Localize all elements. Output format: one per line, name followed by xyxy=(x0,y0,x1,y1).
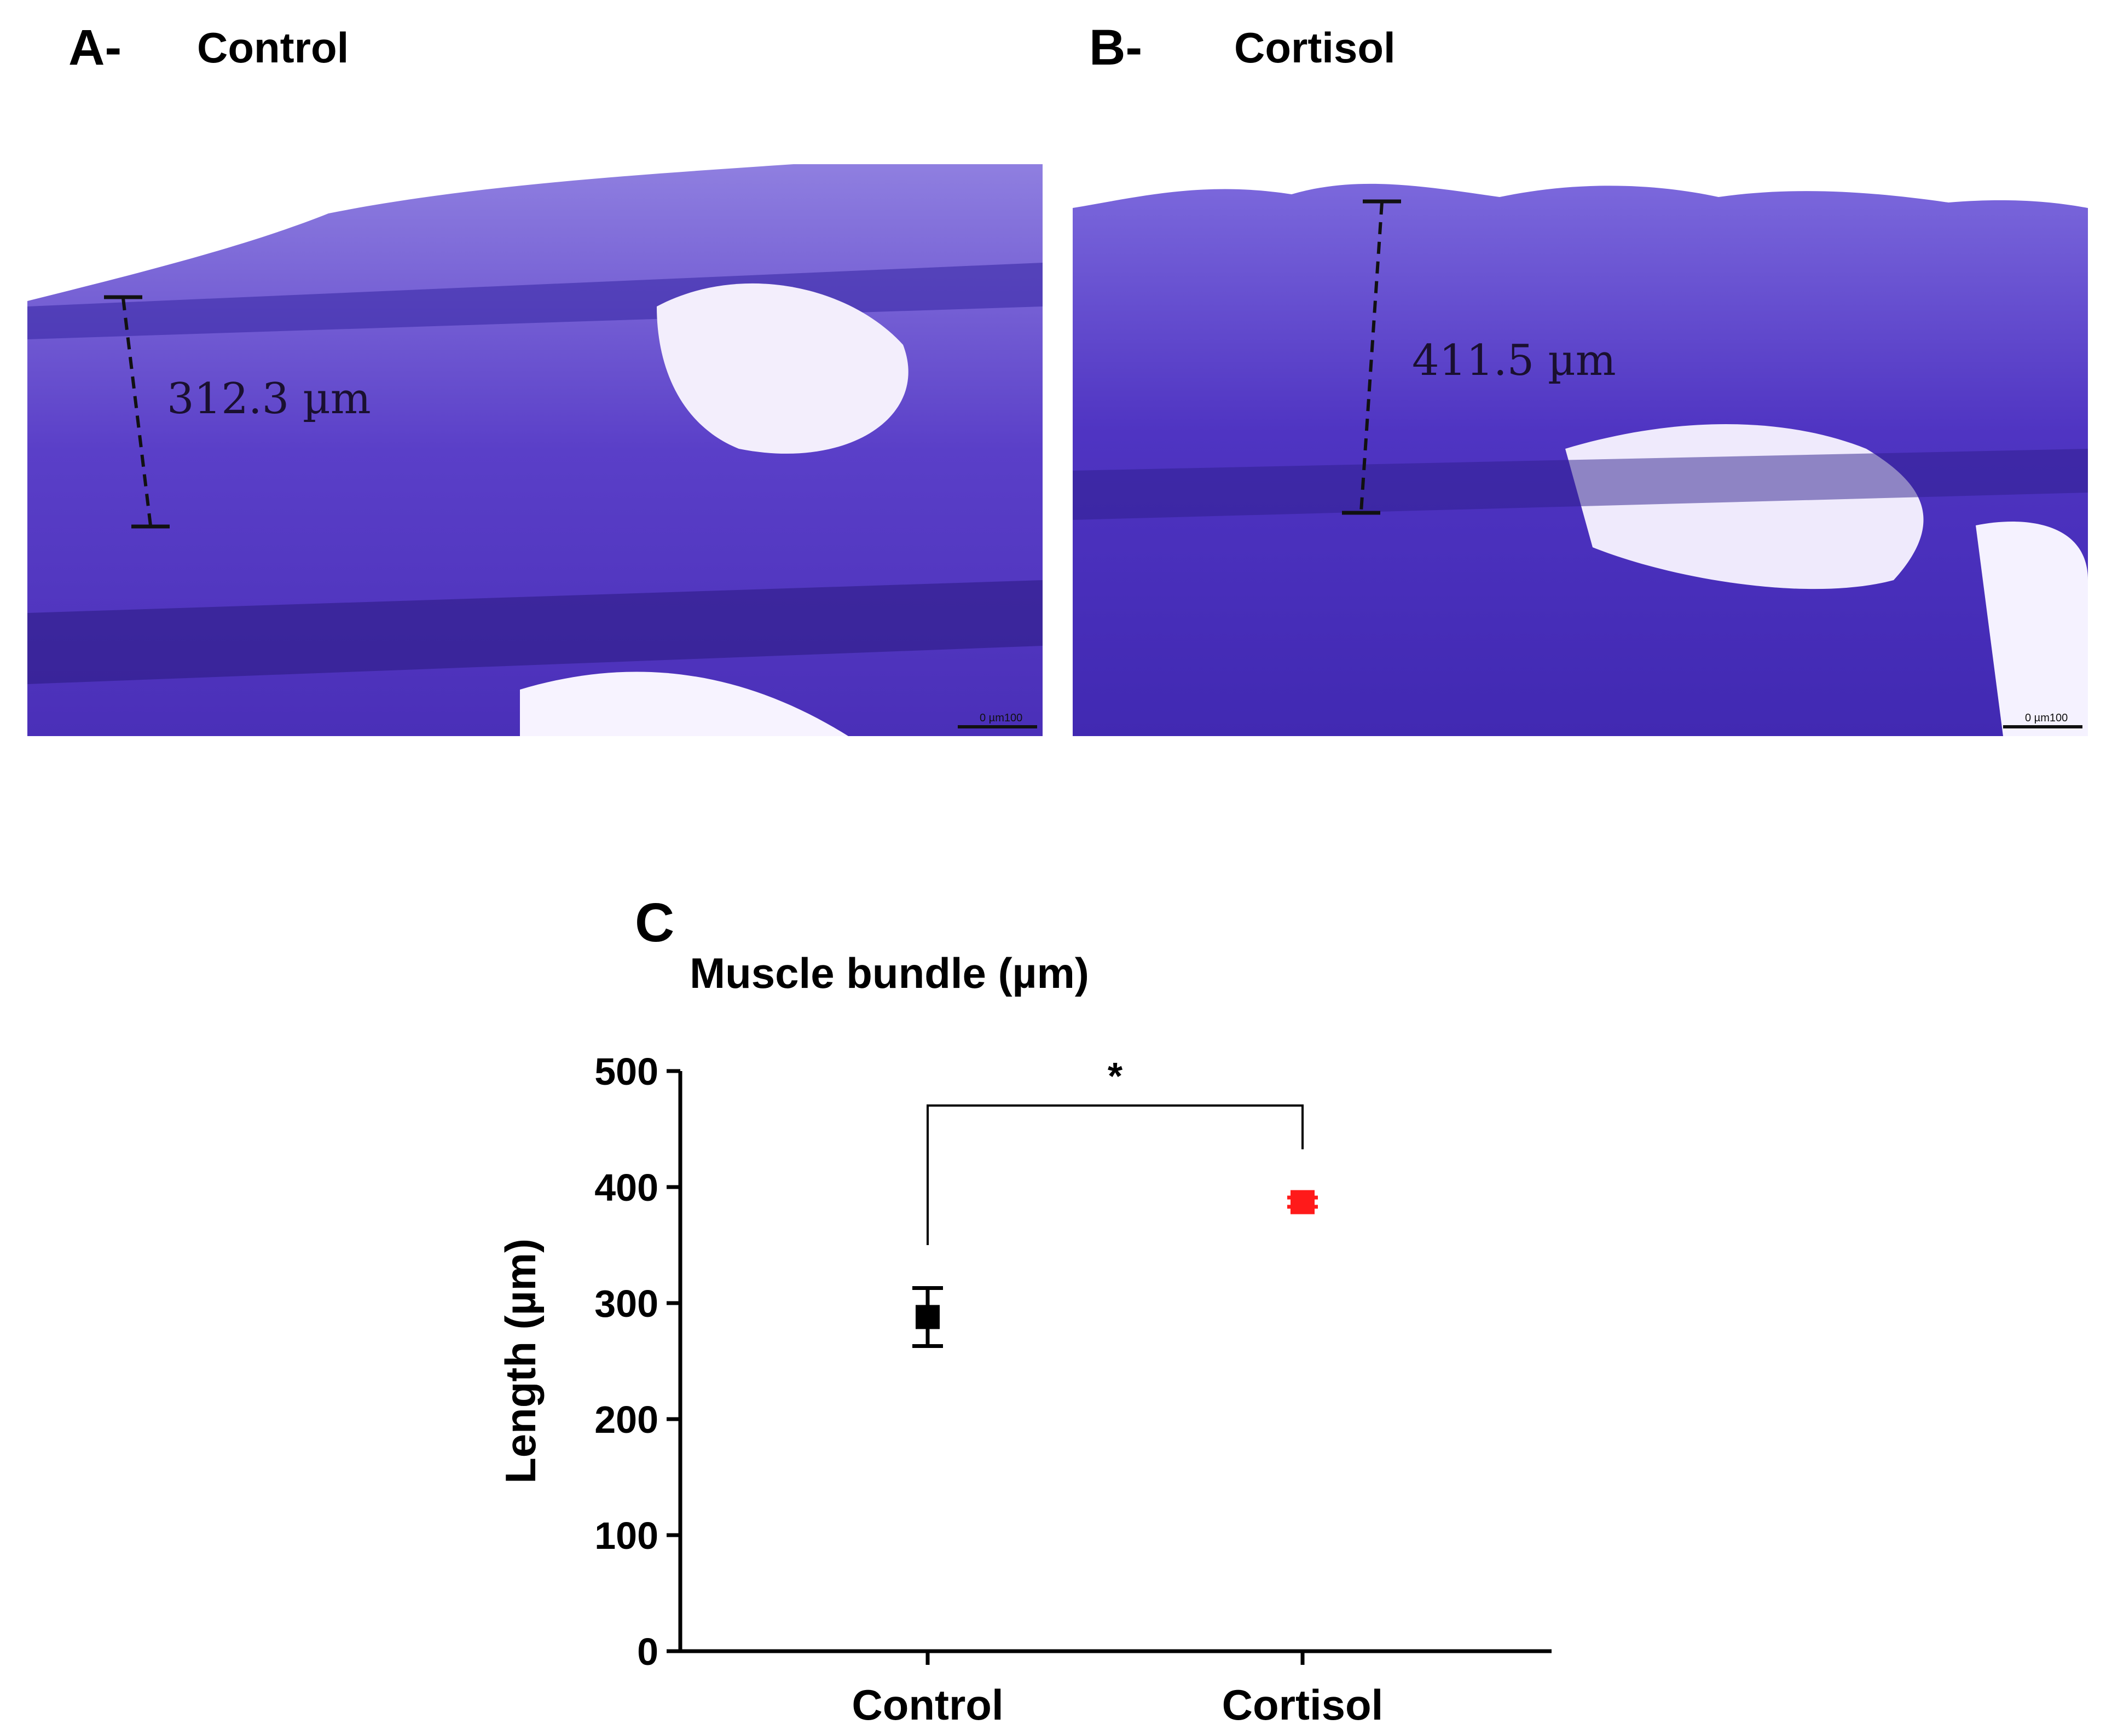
y-tick-label: 300 xyxy=(594,1282,658,1325)
panel-b-title: Cortisol xyxy=(1234,24,1396,72)
scale-bar-control: 0 µm100 xyxy=(980,712,1022,724)
measurement-control: 312.3 µm xyxy=(167,374,371,424)
y-tick-label: 100 xyxy=(594,1514,658,1557)
micrograph-cortisol: 411.5 µm 0 µm100 xyxy=(1073,164,2088,736)
panel-a-title: Control xyxy=(197,24,349,72)
significance-line xyxy=(927,1104,1304,1245)
y-tick-label: 0 xyxy=(637,1630,658,1673)
data-points xyxy=(912,1190,1318,1348)
micrograph-cortisol-svg: 411.5 µm 0 µm100 xyxy=(1073,164,2088,736)
significance-star: * xyxy=(1108,1055,1123,1097)
micrograph-control-svg: 312.3 µm 0 µm100 xyxy=(27,164,1043,736)
chart-title: Muscle bundle (µm) xyxy=(690,949,1089,997)
chart-axes xyxy=(678,1071,1552,1653)
panel-a-letter: A- xyxy=(68,20,122,76)
x-ticks: Control Cortisol xyxy=(852,1651,1383,1729)
y-tick-label: 200 xyxy=(594,1398,658,1441)
panel-b-letter: B- xyxy=(1089,20,1143,76)
panel-c-letter: C xyxy=(635,892,674,953)
y-ticks: 0 100 200 300 400 500 xyxy=(594,1050,680,1673)
y-axis-label: Length (µm) xyxy=(496,1239,545,1484)
x-tick-label: Cortisol xyxy=(1222,1681,1384,1729)
data-point-cortisol xyxy=(1291,1190,1315,1214)
data-point-control xyxy=(916,1305,940,1329)
scale-bar-cortisol: 0 µm100 xyxy=(2025,712,2068,724)
y-tick-label: 500 xyxy=(594,1050,658,1093)
x-tick-label: Control xyxy=(852,1681,1003,1729)
significance-bracket: * xyxy=(927,1055,1304,1245)
measurement-cortisol: 411.5 µm xyxy=(1412,336,1616,385)
y-tick-label: 400 xyxy=(594,1166,658,1209)
micrograph-control: 312.3 µm 0 µm100 xyxy=(27,164,1043,736)
